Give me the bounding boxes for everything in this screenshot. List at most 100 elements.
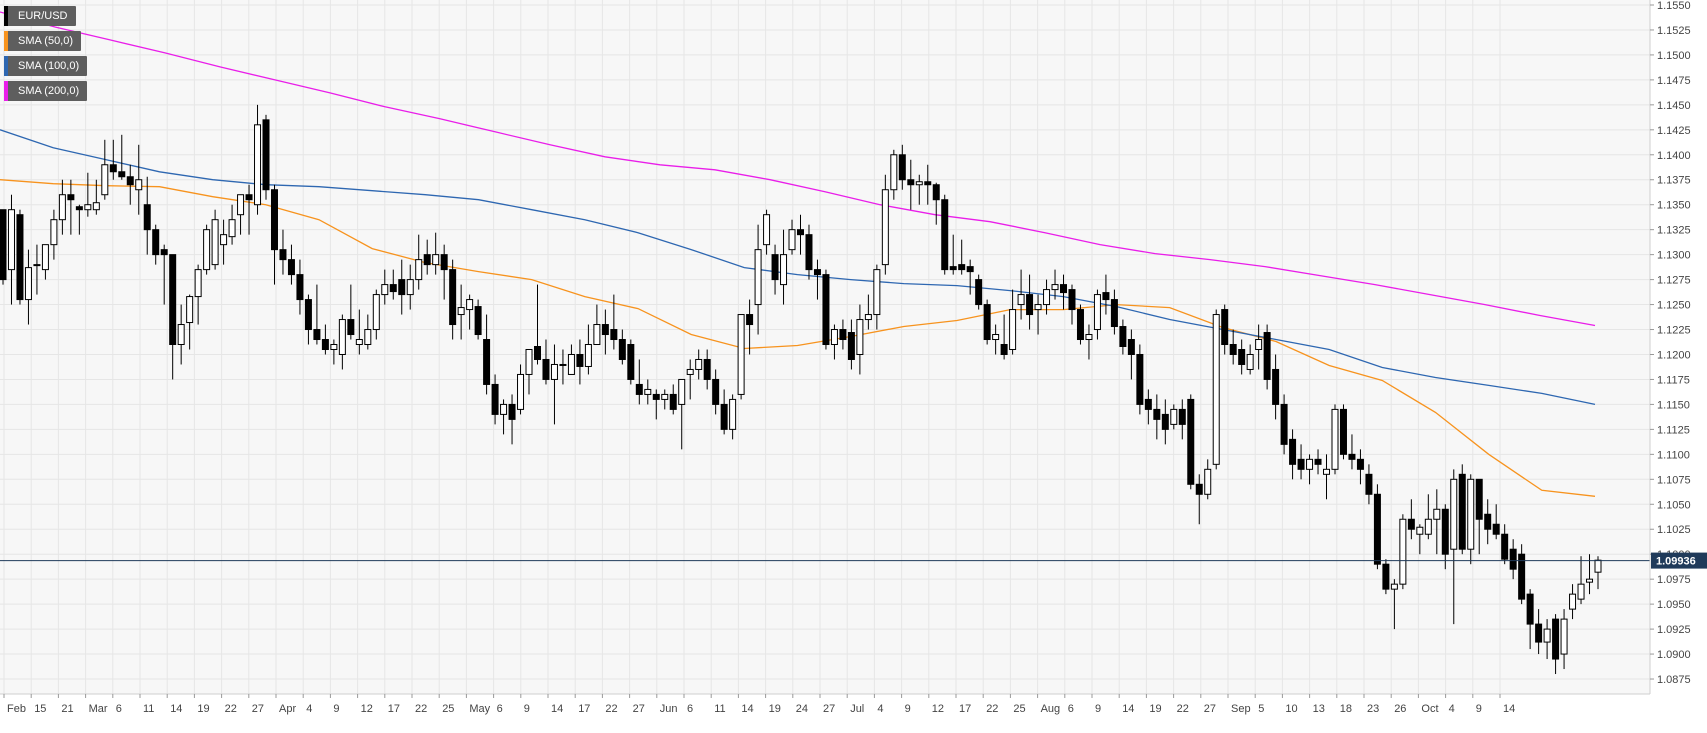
y-tick-label: 1.0875 bbox=[1657, 674, 1691, 686]
candle-down bbox=[398, 279, 406, 296]
candle-down bbox=[610, 329, 618, 341]
x-tick-label: Jul bbox=[850, 703, 864, 715]
legend-item-sma100[interactable]: SMA (100,0) bbox=[4, 56, 88, 76]
x-tick-label: 22 bbox=[415, 703, 427, 715]
candle-down bbox=[483, 339, 491, 385]
x-tick-label: 17 bbox=[578, 703, 590, 715]
candle-up bbox=[729, 398, 737, 430]
candle-down bbox=[1110, 299, 1118, 328]
x-tick-label: 4 bbox=[877, 703, 883, 715]
candle-down bbox=[126, 176, 134, 186]
candle-up bbox=[355, 339, 363, 346]
candle-up bbox=[237, 194, 245, 216]
y-tick-label: 1.1300 bbox=[1657, 250, 1691, 262]
candle-up bbox=[1255, 339, 1263, 350]
candle-up bbox=[890, 154, 898, 191]
x-tick-label: 17 bbox=[388, 703, 400, 715]
x-tick-label: 14 bbox=[741, 703, 753, 715]
x-tick-label: 14 bbox=[1122, 703, 1134, 715]
y-tick-label: 1.1250 bbox=[1657, 300, 1691, 312]
x-tick-label: Apr bbox=[279, 703, 296, 715]
candle-up bbox=[1577, 583, 1585, 600]
y-tick-label: 1.1275 bbox=[1657, 275, 1691, 287]
y-tick-label: 1.0975 bbox=[1657, 574, 1691, 586]
candle-down bbox=[1289, 438, 1297, 465]
candle-down bbox=[1127, 339, 1135, 355]
candle-up bbox=[330, 344, 338, 350]
x-tick-label: 15 bbox=[34, 703, 46, 715]
y-tick-label: 1.1375 bbox=[1657, 175, 1691, 187]
candle-down bbox=[270, 189, 278, 251]
candle-up bbox=[1586, 578, 1594, 583]
y-tick-label: 1.1400 bbox=[1657, 150, 1691, 162]
candle-down bbox=[771, 254, 779, 281]
candle-down bbox=[1026, 294, 1034, 316]
legend-label-sma200: SMA (200,0) bbox=[18, 85, 80, 97]
candle-down bbox=[669, 393, 677, 410]
candle-down bbox=[279, 249, 287, 261]
candle-up bbox=[1569, 593, 1577, 610]
candle-down bbox=[1102, 292, 1110, 301]
candle-up bbox=[525, 348, 533, 375]
candle-down bbox=[703, 358, 711, 380]
candle-down bbox=[1441, 508, 1449, 555]
x-tick-label: 10 bbox=[1285, 703, 1297, 715]
candle-down bbox=[1000, 344, 1008, 355]
x-tick-label: 23 bbox=[1367, 703, 1379, 715]
candle-down bbox=[287, 259, 295, 276]
candle-up bbox=[830, 329, 838, 346]
x-tick-label: 22 bbox=[1177, 703, 1189, 715]
candle-up bbox=[41, 244, 49, 271]
candle-down bbox=[720, 403, 728, 430]
candle-up bbox=[228, 219, 236, 238]
y-tick-label: 1.1550 bbox=[1657, 0, 1691, 12]
candle-down bbox=[1339, 408, 1347, 455]
candle-up bbox=[788, 229, 796, 251]
x-tick-label: May bbox=[469, 703, 490, 715]
y-tick-label: 1.1325 bbox=[1657, 225, 1691, 237]
candle-up bbox=[1170, 408, 1178, 425]
candle-down bbox=[847, 332, 855, 360]
candle-up bbox=[780, 254, 788, 286]
x-tick-label: 9 bbox=[333, 703, 339, 715]
candle-down bbox=[1263, 332, 1271, 380]
candle-up bbox=[372, 294, 380, 331]
candle-down bbox=[1076, 309, 1084, 341]
candle-down bbox=[440, 254, 448, 271]
candle-up bbox=[7, 209, 15, 271]
candle-down bbox=[169, 254, 177, 346]
candle-down bbox=[508, 403, 516, 420]
candle-up bbox=[500, 403, 508, 415]
y-tick-label: 1.1025 bbox=[1657, 524, 1691, 536]
candle-up bbox=[1331, 408, 1339, 470]
candle-down bbox=[1348, 453, 1356, 460]
x-tick-label: 19 bbox=[197, 703, 209, 715]
legend-item-eurusd[interactable]: EUR/USD bbox=[4, 6, 76, 26]
legend-item-sma50[interactable]: SMA (50,0) bbox=[4, 31, 82, 51]
candle-down bbox=[1178, 408, 1186, 425]
candle-down bbox=[1060, 284, 1068, 294]
candle-up bbox=[737, 314, 745, 395]
candle-down bbox=[924, 181, 932, 186]
x-tick-label: 22 bbox=[605, 703, 617, 715]
candle-down bbox=[1501, 533, 1509, 560]
candle-up bbox=[415, 259, 423, 281]
y-tick-label: 1.1100 bbox=[1657, 449, 1690, 461]
candle-down bbox=[109, 164, 117, 173]
candle-up bbox=[457, 307, 465, 316]
x-tick-label: 14 bbox=[1503, 703, 1515, 715]
y-tick-label: 1.1075 bbox=[1657, 474, 1691, 486]
candle-up bbox=[1323, 468, 1331, 475]
candle-up bbox=[1594, 559, 1602, 573]
candle-up bbox=[1543, 628, 1551, 643]
candle-down bbox=[618, 339, 626, 360]
candles bbox=[0, 104, 1602, 675]
candle-down bbox=[1068, 289, 1076, 311]
candle-up bbox=[1043, 289, 1051, 306]
candle-up bbox=[686, 368, 694, 375]
legend-item-sma200[interactable]: SMA (200,0) bbox=[4, 81, 88, 101]
candle-down bbox=[533, 346, 541, 360]
candle-down bbox=[907, 179, 915, 186]
